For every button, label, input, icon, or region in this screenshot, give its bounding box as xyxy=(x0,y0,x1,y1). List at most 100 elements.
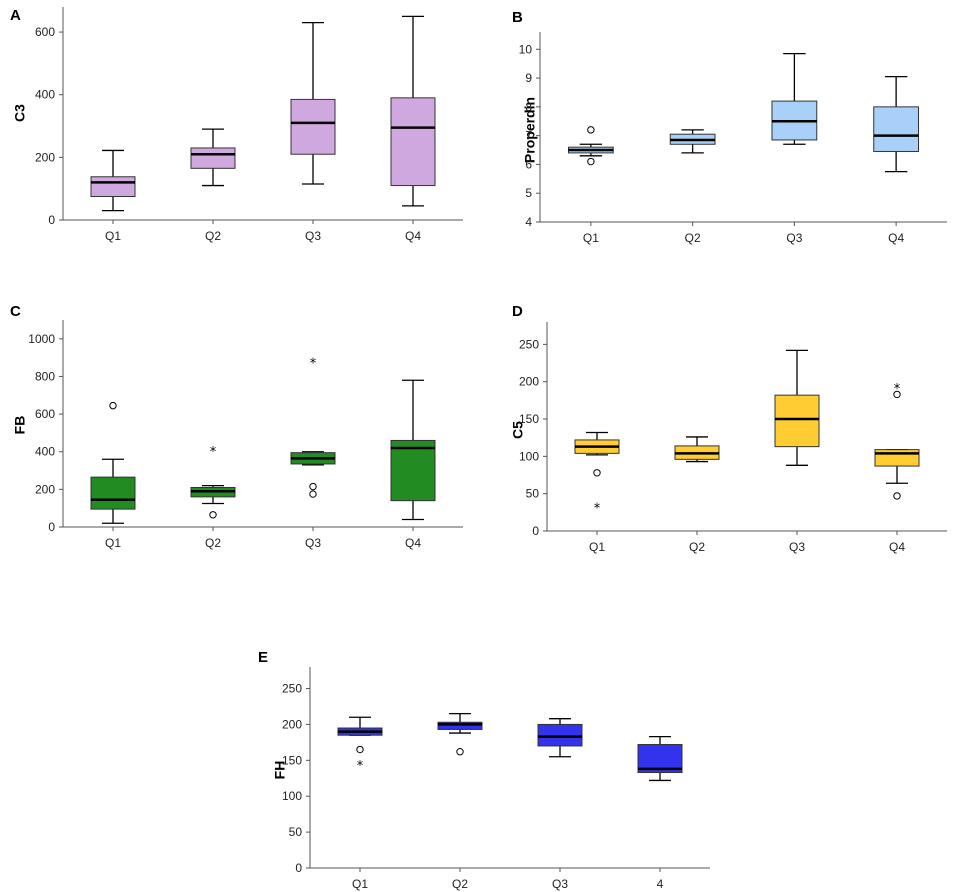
y-tick-label: 4 xyxy=(525,215,532,229)
x-tick-label: Q2 xyxy=(452,877,468,891)
y-tick-label: 0 xyxy=(532,524,539,538)
box-q2: Q2 xyxy=(190,128,236,243)
outlier-point xyxy=(309,482,317,491)
y-tick-label: 800 xyxy=(35,369,55,383)
panel-letter: C xyxy=(10,303,21,320)
box-q3: Q3 xyxy=(537,718,583,891)
x-tick-label: Q3 xyxy=(786,231,802,245)
y-tick-label: 250 xyxy=(282,682,302,696)
y-tick-label: 0 xyxy=(48,213,55,227)
y-axis-title: Properdin xyxy=(521,97,537,163)
y-tick-label: 200 xyxy=(282,717,302,731)
y-tick-label: 0 xyxy=(48,520,55,534)
box-q1: Q1 xyxy=(90,149,136,243)
y-tick-label: 10 xyxy=(519,42,533,56)
y-axis-title: FH xyxy=(271,761,287,780)
box-q3: * Q3 xyxy=(290,356,336,550)
x-tick-label: Q4 xyxy=(405,229,421,243)
x-tick-label: Q1 xyxy=(352,877,368,891)
y-tick-label: 200 xyxy=(35,150,55,164)
iqr-box xyxy=(390,97,436,187)
y-tick-label: 0 xyxy=(295,861,302,875)
panel-a: A C3 0 200 400 600 Q1 Q2 Q3 Q4 xyxy=(10,7,463,243)
y-tick-label: 150 xyxy=(282,753,302,767)
panel-e: E FH 0 50 100 150 200 250 * Q1 Q2 Q3 4 xyxy=(258,649,710,891)
panel-b: B Properdin 4 5 6 7 8 9 10 Q1 Q2 Q3 Q4 xyxy=(512,9,947,245)
y-tick-label: 600 xyxy=(35,407,55,421)
y-tick-label: 50 xyxy=(526,487,540,501)
box-q3: Q3 xyxy=(771,52,818,245)
box-q3: Q3 xyxy=(774,349,820,554)
x-tick-label: Q3 xyxy=(305,229,321,243)
box-q2: Q2 xyxy=(674,436,720,554)
iqr-box xyxy=(874,449,920,467)
box-q1: * Q1 xyxy=(574,431,620,554)
box-q1: * Q1 xyxy=(337,716,383,891)
box-q3: Q3 xyxy=(290,22,336,243)
x-tick-label: Q2 xyxy=(205,536,221,550)
box-q4: * Q4 xyxy=(874,382,920,554)
box-q4: Q4 xyxy=(873,75,920,245)
box-q4: Q4 xyxy=(390,379,436,550)
iqr-box xyxy=(437,721,483,730)
x-tick-label: Q2 xyxy=(685,231,701,245)
y-tick-label: 9 xyxy=(525,71,532,85)
outlier-point xyxy=(893,492,901,500)
panel-c: C FB 0 200 400 600 800 1000 Q1 * Q2 * Q3 Q4 xyxy=(10,303,463,550)
x-tick-label: Q2 xyxy=(205,229,221,243)
outlier-point xyxy=(109,401,117,410)
outlier-point xyxy=(587,157,595,166)
box-q2: Q2 xyxy=(437,713,483,891)
y-axis-title: FB xyxy=(11,416,27,435)
y-tick-label: 8 xyxy=(525,100,532,114)
y-tick-label: 400 xyxy=(35,88,55,102)
iqr-box xyxy=(90,476,136,510)
box-q2: * Q2 xyxy=(190,445,236,550)
y-tick-label: 200 xyxy=(35,482,55,496)
x-tick-label: Q3 xyxy=(789,540,805,554)
x-tick-label: Q4 xyxy=(405,536,421,550)
y-tick-label: 6 xyxy=(525,157,532,171)
outlier-point xyxy=(893,390,901,399)
y-tick-label: 250 xyxy=(519,337,539,351)
extreme-point: * xyxy=(357,759,364,774)
y-tick-label: 7 xyxy=(525,129,532,143)
panel-letter: E xyxy=(258,649,268,666)
x-tick-label: Q4 xyxy=(888,231,904,245)
y-axis-title: C5 xyxy=(509,421,525,439)
x-tick-label: Q1 xyxy=(105,229,121,243)
iqr-box xyxy=(537,723,583,747)
y-tick-label: 1000 xyxy=(28,332,55,346)
outlier-point xyxy=(593,469,601,477)
outlier-point xyxy=(356,745,364,754)
box-q4: Q4 xyxy=(390,15,436,243)
iqr-box xyxy=(774,394,820,448)
x-tick-label: Q1 xyxy=(589,540,605,554)
y-tick-label: 400 xyxy=(35,445,55,459)
extreme-point: * xyxy=(594,501,601,516)
y-tick-label: 50 xyxy=(289,825,303,839)
y-tick-label: 600 xyxy=(35,25,55,39)
outlier-point xyxy=(209,511,217,519)
x-tick-label: Q3 xyxy=(552,877,568,891)
y-tick-label: 100 xyxy=(519,449,539,463)
outlier-point xyxy=(456,748,464,756)
box-4: 4 xyxy=(637,735,683,891)
iqr-box xyxy=(290,98,336,155)
extreme-point: * xyxy=(310,356,317,371)
panel-d: D C5 0 50 100 150 200 250 * Q1 Q2 Q3 * Q4 xyxy=(509,303,947,554)
iqr-box xyxy=(90,176,136,198)
outlier-point xyxy=(309,490,317,498)
extreme-point: * xyxy=(894,382,901,397)
x-tick-label: Q4 xyxy=(889,540,905,554)
box-q1: Q1 xyxy=(90,401,136,550)
x-tick-label: Q1 xyxy=(105,536,121,550)
y-tick-label: 100 xyxy=(282,789,302,803)
iqr-box xyxy=(390,439,436,502)
x-tick-label: Q3 xyxy=(305,536,321,550)
x-tick-label: Q1 xyxy=(583,231,599,245)
extreme-point: * xyxy=(210,445,217,460)
panel-letter: B xyxy=(512,9,523,26)
panel-letter: D xyxy=(512,303,523,320)
